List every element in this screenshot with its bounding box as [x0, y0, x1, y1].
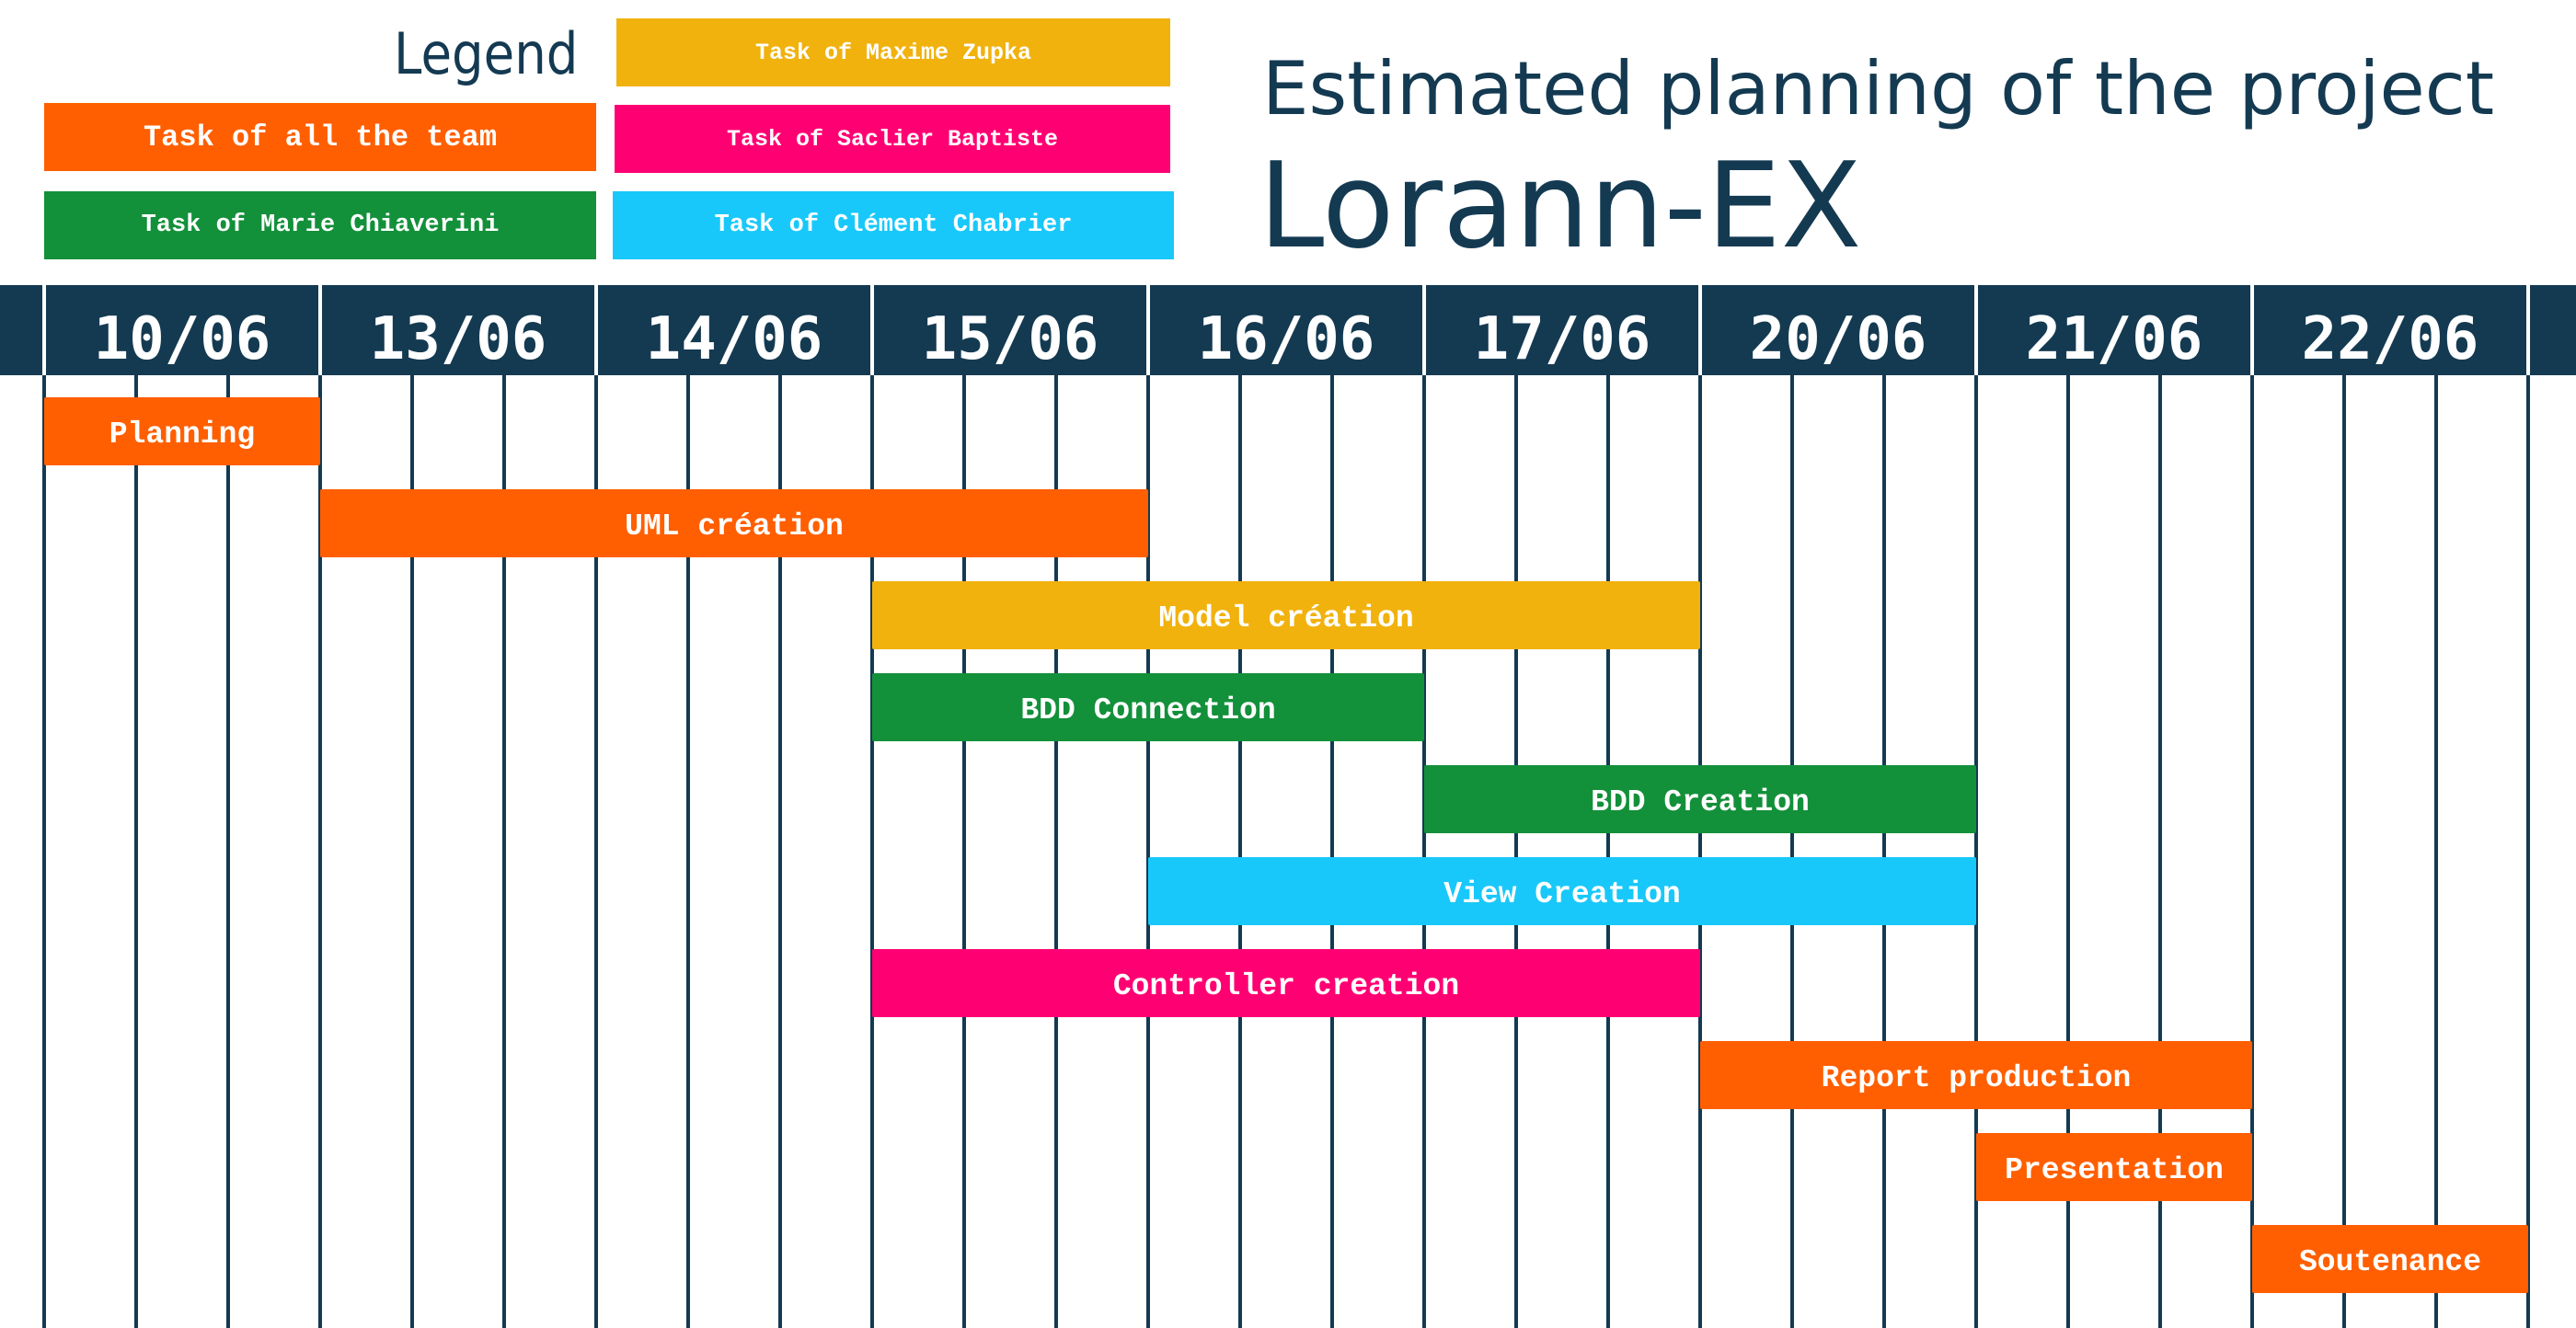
task-bar: [872, 673, 1424, 741]
task-label: Soutenance: [2299, 1245, 2481, 1279]
page-title: Estimated planning of the project: [1262, 46, 2495, 132]
task-bar: [1700, 1041, 2252, 1109]
task-bar: [872, 581, 1700, 649]
date-header-band: [0, 285, 2576, 375]
task-bar: [1976, 1133, 2252, 1201]
day-label: 22/06: [2302, 305, 2479, 373]
task-bar: [2252, 1225, 2528, 1293]
task-bar: [1148, 857, 1976, 925]
task-label: Model création: [1158, 601, 1413, 635]
project-name: Lorann-EX: [1259, 138, 1862, 275]
day-label: 14/06: [646, 305, 823, 373]
task-label: Report production: [1822, 1061, 2132, 1095]
task-label: Controller creation: [1113, 969, 1459, 1003]
day-label: 15/06: [922, 305, 1099, 373]
day-label: 13/06: [370, 305, 547, 373]
legend-item-saclier-baptiste: Task of Saclier Baptiste: [615, 105, 1170, 173]
task-label: Presentation: [2005, 1153, 2224, 1187]
task-bar: [44, 397, 320, 465]
legend-item-clement-chabrier: Task of Clément Chabrier: [613, 191, 1174, 259]
legend-item-maxime-zupka: Task of Maxime Zupka: [616, 18, 1170, 86]
day-label: 10/06: [94, 305, 271, 373]
day-label: 17/06: [1474, 305, 1651, 373]
legend-title: Legend: [394, 20, 579, 87]
task-label: Planning: [109, 418, 255, 452]
day-label: 21/06: [2026, 305, 2203, 373]
task-bar: [872, 949, 1700, 1017]
task-bar: [320, 489, 1148, 557]
task-label: View Creation: [1443, 877, 1680, 911]
legend-item-team: Task of all the team: [44, 103, 596, 171]
day-label: 16/06: [1198, 305, 1375, 373]
legend-item-marie-chiaverini: Task of Marie Chiaverini: [44, 191, 596, 259]
task-label: UML création: [625, 509, 844, 544]
task-label: BDD Connection: [1020, 693, 1275, 727]
task-bar: [1424, 765, 1976, 833]
day-label: 20/06: [1750, 305, 1927, 373]
task-label: BDD Creation: [1591, 785, 1810, 819]
